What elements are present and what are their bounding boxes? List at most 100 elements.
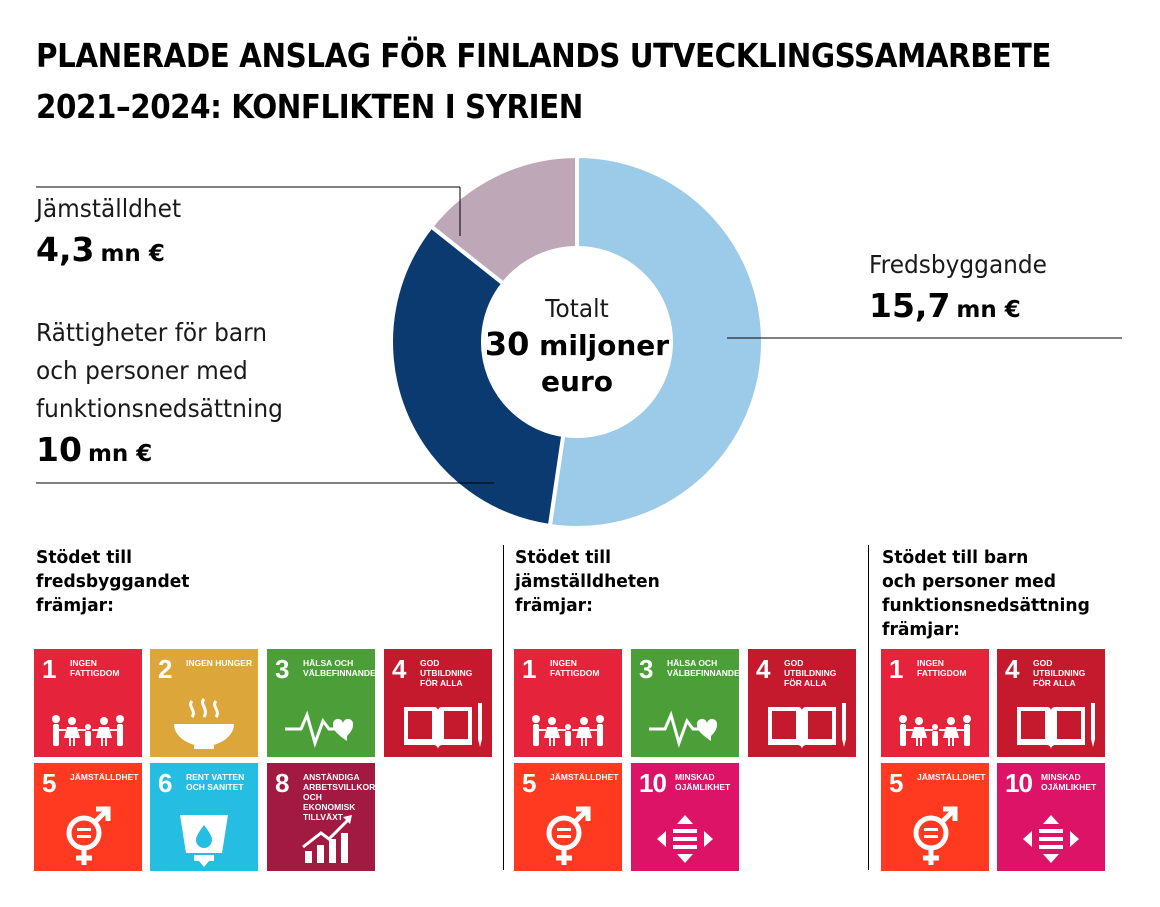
sdg-label: Hälsa och välbefinnande [303,658,375,678]
sdg-number: 4 [392,654,407,684]
sdg-number: 1 [42,654,57,684]
sdg-tile-10: 10 Minskad ojämlikhet [631,763,739,871]
slice-value-children: 10 mn € [36,428,301,478]
slice-value-gender-number: 4,3 [36,230,95,269]
sdg-tile-2: 2 Ingen hunger [150,649,258,757]
sdg-label: Jämställdhet [550,772,619,782]
column-heading-line: Stödet till [515,547,611,568]
bowl-icon [174,697,234,749]
column-heading-line: och personer med [882,571,1057,592]
sdg-label: God utbildning för alla [420,658,473,688]
sdg-number: 5 [889,768,904,798]
sdg-number: 4 [756,654,771,684]
column-heading-line: främjar: [36,595,114,616]
sdg-number: 4 [1005,654,1020,684]
slice-name-children-line-2: och personer med [36,356,248,385]
column-heading-line: jämställdheten [515,571,660,592]
equality-arrows-icon [1023,815,1079,863]
sdg-label: Rent vatten och sanitet [186,772,245,792]
sdg-tile-1: 1 Ingen fattigdom [34,649,142,757]
slice-value-peace-number: 15,7 [869,286,951,325]
title-line-2: 2021–2024: KONFLIKTEN I SYRIEN [36,87,583,126]
slice-value-gender-unit: mn € [100,241,165,267]
total-value-number: 30 [484,325,530,363]
sdg-label: Ingen hunger [186,658,253,668]
sdg-label: God utbildning för alla [1033,658,1086,688]
water-glass-icon [180,815,228,867]
column-heading-line: funktionsnedsättning [882,595,1090,616]
sdg-number: 3 [275,654,290,684]
sdg-tile-4: 4 God utbildning för alla [748,649,856,757]
equality-arrows-icon [657,815,713,863]
total-label: Totalt [545,294,609,323]
sdg-label: Ingen fattigdom [70,658,120,678]
column-heading-line: främjar: [882,619,960,640]
donut-slice-2 [428,153,579,287]
donut-slice-1 [389,223,566,529]
page-title: PLANERADE ANSLAG FÖR FINLANDS UTVECKLING… [36,30,1052,132]
total-value: 30 miljoner [462,326,692,364]
sdg-label: Jämställdhet [70,772,139,782]
slice-label-peace: Fredsbyggande 15,7 mn € [869,246,1060,334]
slice-name-gender: Jämställdhet [36,194,182,223]
column-heading-line: främjar: [515,595,593,616]
sdg-number: 10 [639,768,667,798]
total-value-unit: euro [541,365,613,398]
family-icon [899,715,971,746]
sdg-number: 5 [42,768,57,798]
gender-equality-icon [66,806,111,865]
column-heading-gender: Stödet till jämställdheten främjar: [515,546,660,618]
leader-lines [36,186,1122,484]
family-icon [52,715,124,746]
book-icon [768,703,846,749]
sdg-number: 5 [522,768,537,798]
column-heading-peace: Stödet till fredsbyggandet främjar: [36,546,189,618]
sdg-tile-1: 1 Ingen fattigdom [514,649,622,757]
slice-name-children-line-3: funktionsnedsättning [36,394,283,423]
column-heading-line: Stödet till barn [882,547,1029,568]
sdg-number: 10 [1005,768,1033,798]
sdg-label: Anständiga arbetsvillkor och ekonomisk t… [303,772,375,822]
column-heading-line: fredsbyggandet [36,571,190,592]
column-heading-children: Stödet till barn och personer med funkti… [882,546,1090,642]
slice-value-children-number: 10 [36,430,82,469]
sdg-number: 6 [158,768,173,798]
column-divider [503,545,504,870]
heartbeat-icon [285,710,354,748]
heartbeat-icon [649,710,718,748]
donut-center-total: Totalt 30 miljoner euro [462,292,692,400]
sdg-tile-4: 4 God utbildning för alla [997,649,1105,757]
column-heading-line: Stödet till [36,547,132,568]
sdg-tile-6: 6 Rent vatten och sanitet [150,763,258,871]
book-icon [404,703,482,749]
sdg-tile-3: 3 Hälsa och välbefinnande [631,649,739,757]
sdg-tile-8: 8 Anständiga arbetsvillkor och ekonomisk … [267,763,375,871]
sdg-number: 3 [639,654,654,684]
sdg-tile-4: 4 God utbildning för alla [384,649,492,757]
sdg-label: Ingen fattigdom [550,658,600,678]
sdg-number: 1 [522,654,537,684]
sdg-tile-5: 5 Jämställdhet [34,763,142,871]
donut-slice-0 [547,153,765,530]
sdg-tile-1: 1 Ingen fattigdom [881,649,989,757]
slice-label-children: Rättigheter för barn och personer med fu… [36,314,301,478]
sdg-tile-5: 5 Jämställdhet [514,763,622,871]
slice-value-children-unit: mn € [87,441,153,467]
slice-name-children-line-1: Rättigheter för barn [36,318,268,347]
sdg-label: Jämställdhet [917,772,986,782]
family-icon [532,715,604,746]
sdg-label: God utbildning för alla [784,658,837,688]
total-value-word: miljoner [539,329,670,362]
sdg-number: 8 [275,768,290,798]
slice-value-peace: 15,7 mn € [869,284,1060,334]
sdg-label: Minskad ojämlikhet [1041,772,1097,792]
sdg-label: Hälsa och välbefinnande [667,658,739,678]
donut-chart [36,153,1122,530]
sdg-number: 2 [158,654,173,684]
slice-name-peace: Fredsbyggande [869,250,1047,279]
gender-equality-icon [913,806,958,865]
donut-slices [389,153,765,530]
sdg-tile-10: 10 Minskad ojämlikhet [997,763,1105,871]
title-line-1: PLANERADE ANSLAG FÖR FINLANDS UTVECKLING… [36,36,1052,75]
sdg-tile-3: 3 Hälsa och välbefinnande [267,649,375,757]
